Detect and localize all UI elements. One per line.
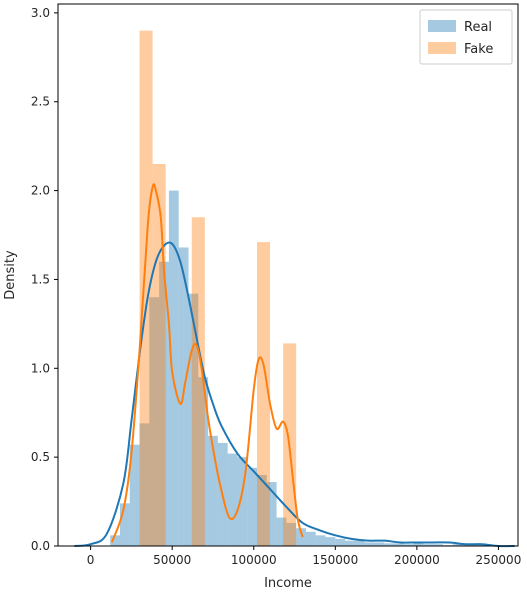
x-tick-label: 250000 bbox=[476, 553, 522, 567]
y-tick-label: 2.5 bbox=[31, 95, 50, 109]
real-bar-32 bbox=[423, 544, 434, 546]
y-axis: 0.0 0.5 1.0 1.5 2.0 2.5 3.0 bbox=[31, 6, 58, 553]
real-bar-17 bbox=[276, 517, 287, 546]
real-bar-22 bbox=[325, 537, 336, 546]
real-bar-2 bbox=[129, 444, 140, 546]
legend-label-real: Real bbox=[464, 20, 492, 35]
real-bar-3 bbox=[139, 423, 150, 546]
x-tick-label: 50000 bbox=[153, 553, 191, 567]
y-tick-label: 3.0 bbox=[31, 6, 50, 20]
real-bar-24 bbox=[345, 540, 355, 546]
fake-bar-1 bbox=[152, 163, 166, 546]
fake-bar-0 bbox=[139, 30, 153, 546]
real-bar-1 bbox=[119, 503, 130, 546]
fake-bar-4 bbox=[191, 217, 205, 546]
real-bar-21 bbox=[315, 535, 326, 546]
real-bar-28 bbox=[384, 543, 395, 546]
y-tick-label: 1.0 bbox=[31, 361, 50, 375]
real-bar-15 bbox=[257, 474, 267, 546]
fake-bar-9 bbox=[257, 242, 271, 547]
legend-swatch-real bbox=[428, 20, 456, 32]
x-axis: 0 50000 100000 150000 200000 250000 bbox=[87, 546, 522, 567]
real-bar-20 bbox=[305, 531, 316, 546]
y-tick-label: 2.0 bbox=[31, 184, 50, 198]
real-bar-30 bbox=[403, 544, 414, 546]
real-bar-0 bbox=[110, 535, 120, 546]
real-bar-8 bbox=[188, 293, 199, 546]
legend-swatch-fake bbox=[428, 42, 456, 54]
x-tick-label: 0 bbox=[87, 553, 95, 567]
y-tick-label: 0.5 bbox=[31, 450, 50, 464]
x-tick-label: 200000 bbox=[394, 553, 440, 567]
plot-frame bbox=[57, 3, 519, 547]
fake-kde-line bbox=[110, 183, 304, 543]
real-bar-16 bbox=[266, 482, 277, 546]
real-bar-9 bbox=[198, 377, 209, 546]
legend: Real Fake bbox=[419, 9, 513, 65]
real-bar-10 bbox=[208, 435, 218, 546]
real-bar-18 bbox=[286, 522, 297, 546]
x-tick-label: 150000 bbox=[312, 553, 358, 567]
y-tick-label: 1.5 bbox=[31, 272, 50, 286]
real-kde-line bbox=[74, 241, 515, 548]
x-axis-title: Income bbox=[264, 576, 312, 591]
real-bar-26 bbox=[364, 542, 375, 546]
real-bar-27 bbox=[374, 542, 385, 546]
real-bar-12 bbox=[227, 453, 238, 546]
real-bar-19 bbox=[296, 528, 306, 546]
real-bar-4 bbox=[149, 297, 160, 546]
real-bar-5 bbox=[159, 261, 169, 546]
plot-background bbox=[58, 4, 518, 546]
real-bar-31 bbox=[413, 542, 424, 546]
plot-area bbox=[57, 3, 519, 548]
real-bar-35 bbox=[452, 544, 463, 546]
real-bar-23 bbox=[335, 538, 346, 546]
real-bar-33 bbox=[433, 544, 443, 546]
real-bar-25 bbox=[354, 540, 365, 546]
real-bar-14 bbox=[247, 467, 258, 546]
legend-label-fake: Fake bbox=[464, 42, 493, 57]
y-axis-title: Density bbox=[3, 250, 18, 300]
real-bar-6 bbox=[168, 190, 179, 547]
legend-box bbox=[419, 9, 513, 65]
real-bar-29 bbox=[394, 543, 404, 546]
real-bar-13 bbox=[237, 457, 248, 546]
y-tick-label: 0.0 bbox=[31, 539, 50, 553]
x-tick-label: 100000 bbox=[231, 553, 277, 567]
